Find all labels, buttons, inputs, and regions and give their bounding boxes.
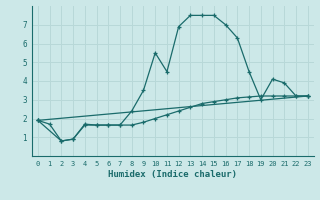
X-axis label: Humidex (Indice chaleur): Humidex (Indice chaleur) (108, 170, 237, 179)
